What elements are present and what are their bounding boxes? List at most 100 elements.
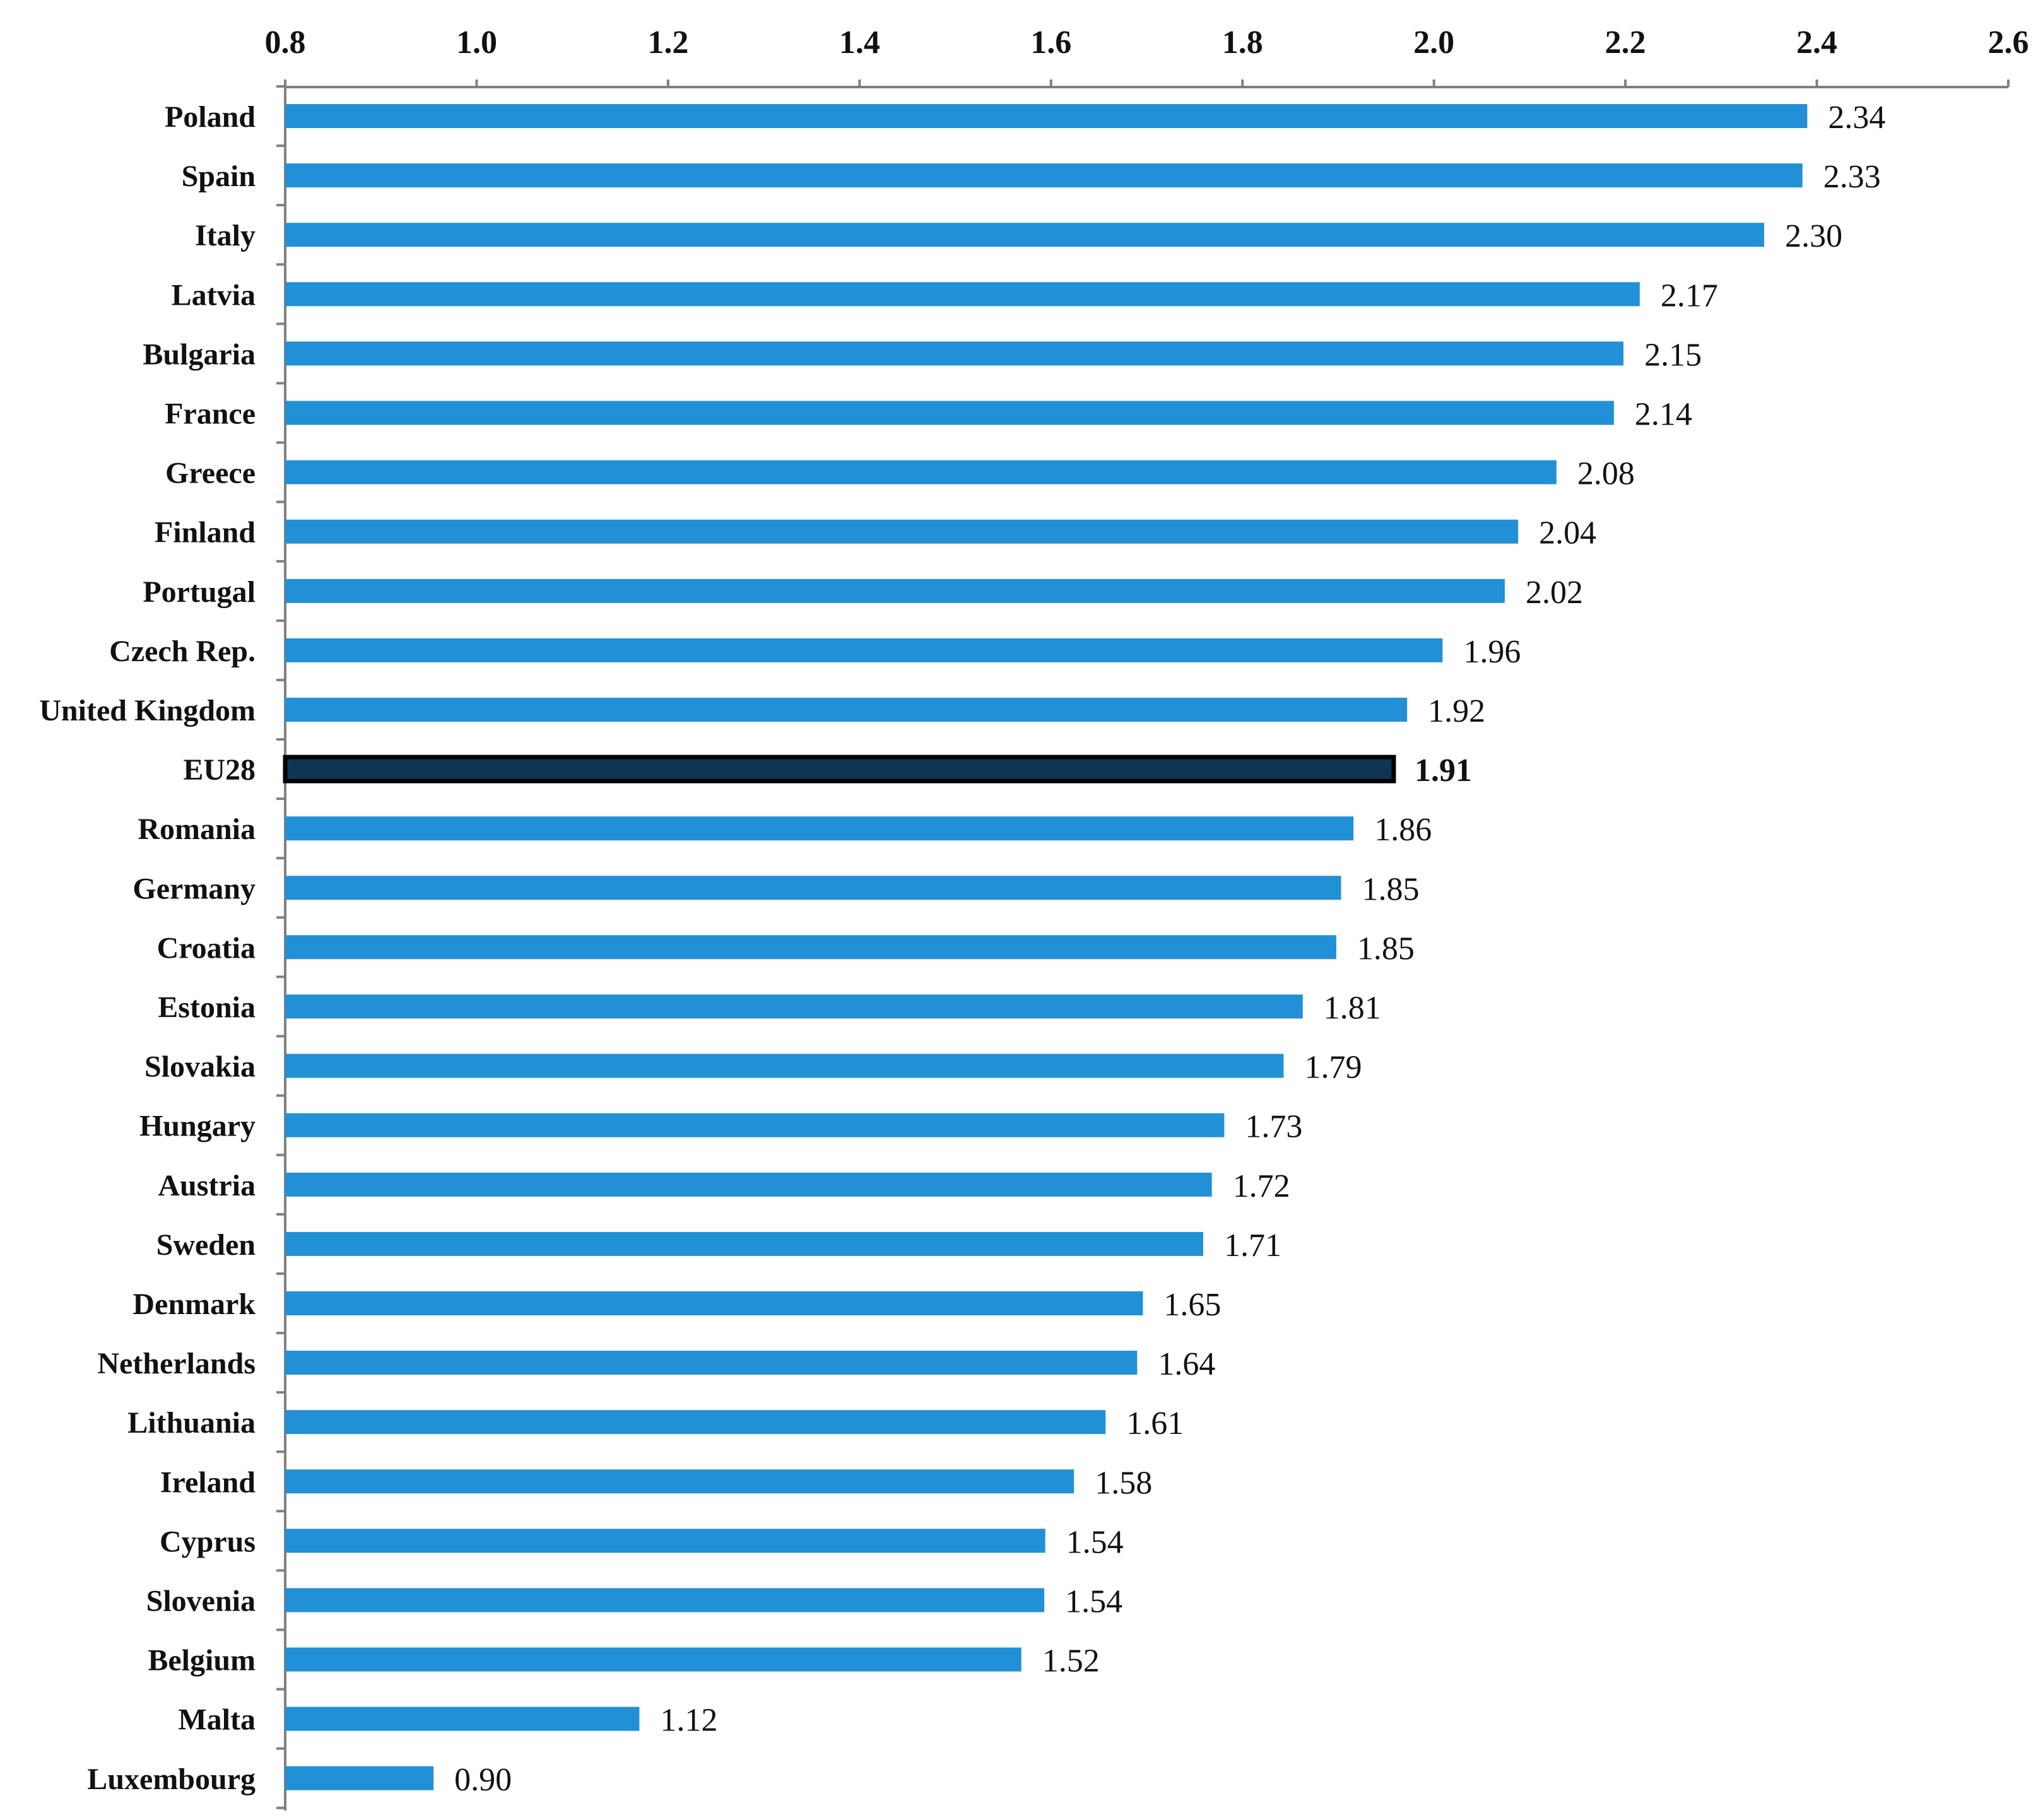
data-label: 1.86: [1374, 812, 1432, 848]
axes: [276, 79, 2010, 1811]
data-label: 1.54: [1066, 1524, 1124, 1560]
bar: [285, 1647, 1021, 1672]
data-label: 1.58: [1095, 1465, 1152, 1501]
bar: [285, 1351, 1138, 1375]
category-label: United Kingdom: [39, 694, 256, 727]
bar: [285, 876, 1341, 900]
data-label: 2.17: [1661, 278, 1718, 314]
bar: [285, 935, 1336, 960]
x-tick-label: 2.6: [1988, 25, 2029, 61]
category-label: Cyprus: [160, 1525, 256, 1558]
category-label: Italy: [195, 219, 256, 252]
data-label: 1.91: [1415, 753, 1472, 789]
bar: [285, 1588, 1045, 1612]
data-label: 1.61: [1126, 1406, 1184, 1441]
bar: [285, 519, 1519, 544]
data-label: 2.30: [1785, 218, 1842, 254]
bar: [285, 1706, 640, 1731]
x-tick-label: 0.8: [265, 25, 306, 61]
x-tick-label: 1.4: [839, 25, 880, 61]
category-label: Bulgaria: [143, 338, 256, 371]
data-label: 2.34: [1828, 100, 1885, 136]
bar: [285, 104, 1808, 128]
category-label: Hungary: [139, 1110, 256, 1143]
bar: [285, 1766, 434, 1790]
bar: [285, 401, 1614, 425]
bar: [285, 1172, 1212, 1197]
x-tick-label: 2.0: [1413, 25, 1454, 61]
bar: [285, 994, 1303, 1019]
data-label: 2.02: [1526, 575, 1583, 611]
category-label: Czech Rep.: [109, 635, 256, 668]
category-label: EU28: [183, 753, 256, 787]
data-label: 1.52: [1042, 1643, 1100, 1679]
category-label: Slovakia: [144, 1050, 256, 1084]
data-label: 2.33: [1823, 159, 1881, 195]
data-label: 1.81: [1324, 990, 1381, 1026]
data-label: 1.79: [1304, 1050, 1362, 1086]
bar: [285, 1410, 1106, 1435]
category-label: Netherlands: [97, 1347, 256, 1380]
category-label: Slovenia: [146, 1585, 256, 1618]
category-label: Belgium: [148, 1644, 256, 1677]
category-label: Denmark: [132, 1288, 256, 1321]
data-label: 1.64: [1158, 1346, 1215, 1382]
data-label: 1.72: [1233, 1168, 1290, 1204]
category-label: Spain: [182, 160, 256, 193]
category-label: Greece: [165, 457, 256, 490]
bar: [285, 163, 1803, 188]
bar-highlight: [283, 754, 1396, 784]
data-label: 1.54: [1065, 1584, 1122, 1620]
category-label: Croatia: [157, 931, 256, 965]
x-tick-label: 1.8: [1222, 25, 1263, 61]
data-label: 1.12: [660, 1703, 717, 1739]
data-label: 2.15: [1644, 337, 1702, 373]
bar: [285, 578, 1505, 603]
data-label: 2.04: [1539, 515, 1596, 551]
data-label: 1.85: [1362, 871, 1419, 907]
x-tick-label: 1.2: [647, 25, 688, 61]
category-label: Ireland: [160, 1465, 256, 1499]
bar: [285, 816, 1354, 841]
bars: [283, 104, 1808, 1790]
category-label: Germany: [132, 872, 256, 905]
category-label: Luxembourg: [87, 1763, 256, 1796]
data-label: 1.92: [1428, 693, 1485, 729]
data-label: 2.14: [1635, 397, 1692, 433]
category-label: France: [165, 397, 256, 431]
bar: [285, 1291, 1143, 1315]
bar: [285, 1231, 1204, 1256]
category-label: Poland: [165, 100, 256, 134]
category-label: Malta: [178, 1703, 256, 1737]
category-label: Estonia: [158, 991, 256, 1024]
data-label: 1.73: [1245, 1109, 1302, 1145]
category-label: Romania: [138, 813, 256, 846]
data-label: 1.85: [1357, 931, 1415, 966]
category-label: Austria: [158, 1169, 256, 1202]
category-label: Sweden: [156, 1228, 256, 1262]
data-label: 2.08: [1577, 456, 1635, 492]
data-label: 1.96: [1463, 634, 1521, 670]
data-label: 1.65: [1163, 1287, 1221, 1323]
bar: [285, 638, 1443, 662]
category-label: Latvia: [172, 278, 256, 312]
data-label: 0.90: [454, 1762, 512, 1798]
x-tick-label: 2.2: [1605, 25, 1646, 61]
x-tick-label: 1.6: [1030, 25, 1071, 61]
category-label: Lithuania: [127, 1406, 256, 1440]
bar: [285, 460, 1557, 484]
x-tick-label: 1.0: [456, 25, 497, 61]
x-tick-label: 2.4: [1796, 25, 1837, 61]
category-label: Finland: [155, 516, 256, 549]
bar: [285, 1054, 1284, 1078]
bar: [285, 223, 1765, 247]
bar: [285, 1469, 1074, 1494]
category-label: Portugal: [143, 575, 256, 609]
bar: [285, 341, 1624, 366]
bar: [285, 282, 1640, 307]
data-label: 1.71: [1224, 1228, 1281, 1264]
bar: [285, 698, 1408, 722]
labels: 0.8 1.0 1.2 1.4 1.6 1.8 2.0 2.2 2.4 2.6 Poland 2.34…: [39, 25, 2028, 1798]
